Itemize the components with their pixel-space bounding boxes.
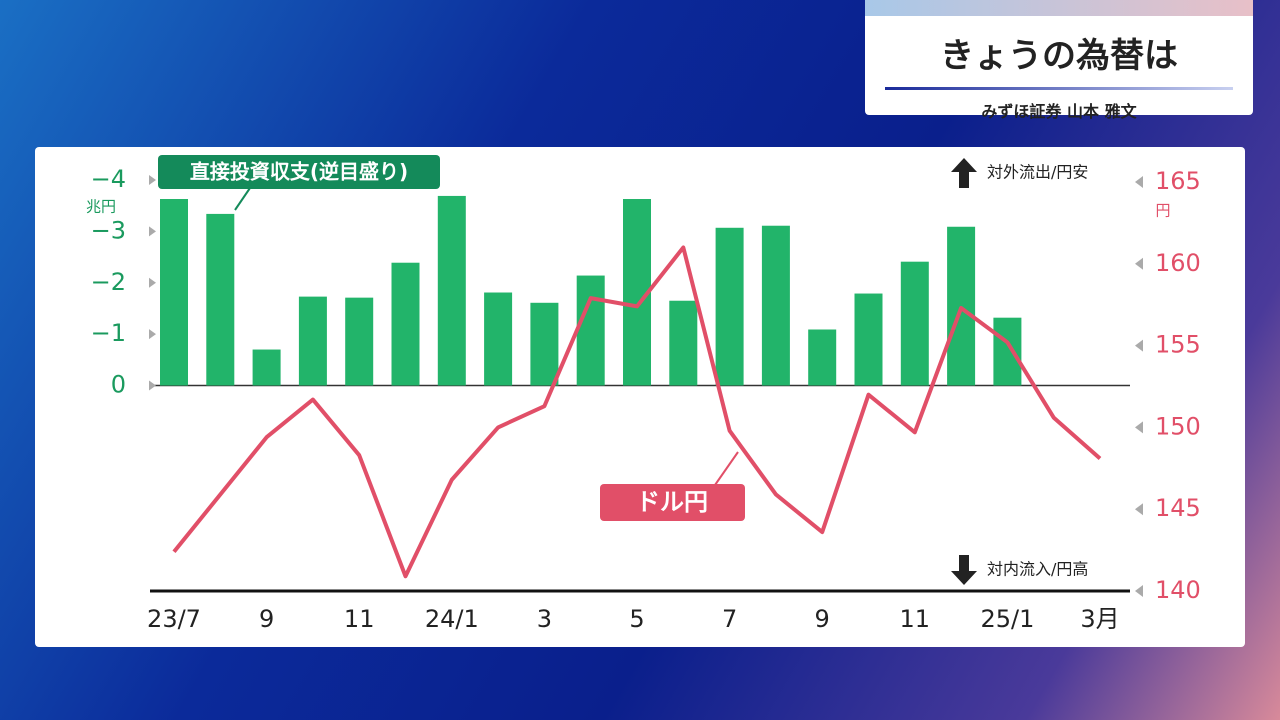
- bar: [484, 292, 513, 386]
- series-label-box: [158, 155, 440, 189]
- x-tick-label: 3: [537, 605, 552, 633]
- y-tick-mark: [149, 380, 156, 391]
- x-tick-label: 3月: [1080, 605, 1119, 633]
- y2-unit: 円: [1155, 202, 1170, 220]
- x-tick-label: 11: [900, 605, 931, 633]
- y2-tick-mark: [1135, 339, 1143, 352]
- bar: [345, 297, 374, 386]
- bar: [530, 302, 559, 386]
- x-tick-label: 25/1: [980, 605, 1034, 633]
- x-tick-label: 9: [815, 605, 830, 633]
- x-tick-label: 7: [722, 605, 737, 633]
- bar: [391, 262, 420, 386]
- y2-tick-mark: [1135, 176, 1143, 188]
- y-unit: 兆円: [86, 198, 116, 216]
- header-subtitle: みずほ証券 山本 雅文: [981, 102, 1137, 121]
- series-label: 直接投資収支(逆目盛り): [190, 160, 408, 184]
- bar: [206, 213, 235, 386]
- bar: [669, 300, 698, 386]
- header-box: きょうの為替は みずほ証券 山本 雅文: [865, 0, 1253, 121]
- y-tick-mark: [149, 175, 156, 185]
- y2-tick-mark: [1135, 503, 1143, 516]
- line: [172, 245, 1102, 579]
- header-strip: [865, 0, 1253, 16]
- bar: [298, 296, 327, 386]
- y2-tick-label: 145: [1155, 494, 1201, 522]
- label-pointer: [234, 187, 251, 211]
- y2-tick-label: 150: [1155, 412, 1201, 440]
- bar: [808, 329, 837, 386]
- x-tick-label: 9: [259, 605, 274, 633]
- y2-tick-mark: [1135, 421, 1143, 434]
- bar: [437, 195, 466, 386]
- up-arrow: [951, 158, 977, 188]
- y2-tick-label: 165: [1155, 167, 1201, 195]
- x-tick-label: 23/7: [147, 605, 201, 633]
- series-label: ドル円: [636, 488, 708, 516]
- y2-tick-mark: [1135, 257, 1143, 270]
- header-title: きょうの為替は: [940, 36, 1178, 76]
- y2-tick-mark: [1135, 585, 1143, 597]
- y-tick-label: −4: [91, 165, 126, 193]
- bar: [576, 275, 605, 386]
- annotation: 対内流入/円高: [987, 560, 1088, 579]
- series-label-box: [600, 484, 745, 521]
- y-tick-label: −2: [91, 268, 126, 296]
- y2-tick-label: 140: [1155, 576, 1201, 604]
- bar: [761, 225, 790, 386]
- bar: [252, 349, 281, 386]
- y-tick-mark: [149, 226, 156, 237]
- y-tick-mark: [149, 277, 156, 288]
- annotation: 対外流出/円安: [987, 163, 1088, 182]
- bar: [854, 293, 883, 386]
- bar: [993, 317, 1022, 386]
- down-arrow: [951, 555, 977, 585]
- chart-panel: [35, 147, 1245, 647]
- y-tick-label: −1: [91, 319, 126, 347]
- y2-tick-label: 155: [1155, 331, 1201, 359]
- label-pointer: [714, 451, 739, 486]
- y-tick-mark: [149, 329, 156, 340]
- y-tick-label: 0: [111, 371, 126, 399]
- y-tick-label: −3: [91, 216, 126, 244]
- x-tick-label: 11: [344, 605, 375, 633]
- y2-tick-label: 160: [1155, 249, 1201, 277]
- x-tick-label: 24/1: [425, 605, 479, 633]
- bar: [900, 261, 929, 386]
- header-rule: [885, 87, 1233, 90]
- x-tick-label: 5: [629, 605, 644, 633]
- bar: [715, 227, 744, 386]
- bar: [160, 199, 188, 386]
